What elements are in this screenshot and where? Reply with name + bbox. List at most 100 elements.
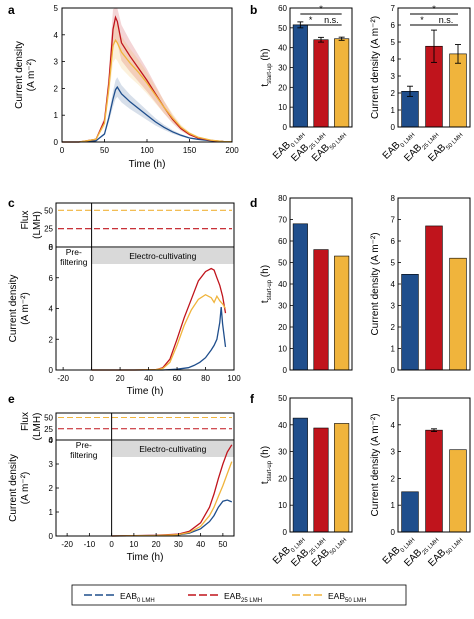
y-tick-label: 2 bbox=[54, 84, 59, 93]
panel-letter-a: a bbox=[8, 3, 15, 17]
y-tick-label: 1 bbox=[391, 106, 396, 115]
x-tick-label: 150 bbox=[183, 146, 197, 155]
y-axis-label: tstart-up (h) bbox=[260, 446, 273, 484]
y-tick-label: 1 bbox=[391, 501, 396, 510]
x-tick-label: 40 bbox=[196, 540, 205, 549]
flux-axis-label: Flux bbox=[20, 211, 31, 230]
axes-frame bbox=[55, 202, 235, 371]
y-tick-label: 20 bbox=[278, 83, 287, 92]
y-axis-label: Current density (A m⁻²) bbox=[370, 413, 381, 516]
legend: EAB0 LMH EAB25 LMH EAB50 LMH bbox=[71, 584, 407, 606]
significance-label: * bbox=[420, 15, 424, 25]
panel-c-chart: 0 25 50 Flux (LMH) Electro-cultivating Pre-fil… bbox=[8, 202, 241, 397]
phase-band bbox=[111, 441, 234, 457]
phase-label-electro: Electro-cultivating bbox=[139, 444, 206, 454]
x-tick-label: 80 bbox=[201, 374, 210, 383]
line-eab25 bbox=[62, 15, 233, 143]
y-tick-label: 80 bbox=[278, 194, 287, 203]
panel-a-chart: 0 50 100 150 200 0 1 2 3 4 5 Time (h) Current densit… bbox=[14, 4, 239, 170]
y-tick-label: 6 bbox=[391, 21, 396, 30]
y-tick-label: 0 bbox=[391, 528, 396, 537]
phase-label-pre: filtering bbox=[70, 450, 98, 460]
bar-0-lmh bbox=[401, 274, 419, 371]
y-tick-label: 40 bbox=[278, 421, 287, 430]
y-tick-label: 60 bbox=[278, 4, 287, 13]
panel-letter-b: b bbox=[250, 3, 257, 17]
axes-frame bbox=[397, 7, 471, 128]
x-tick-label: 0 bbox=[109, 540, 114, 549]
y-axis-label: Current density bbox=[8, 454, 19, 522]
y-tick-label: 3 bbox=[54, 58, 59, 67]
y-tick-label: 40 bbox=[278, 44, 287, 53]
x-tick-label: -10 bbox=[84, 540, 96, 549]
bar-50-lmh bbox=[449, 449, 467, 533]
bar-50-lmh bbox=[334, 255, 350, 371]
x-tick-label: -20 bbox=[57, 374, 69, 383]
x-tick-label: 10 bbox=[129, 540, 138, 549]
y-tick-label: 4 bbox=[49, 305, 54, 314]
panel-letter-e: e bbox=[8, 392, 15, 406]
y-tick-label: 4 bbox=[391, 55, 396, 64]
significance-label: * bbox=[432, 4, 436, 14]
x-tick-label: 50 bbox=[218, 540, 227, 549]
phase-label-pre: filtering bbox=[60, 257, 88, 267]
axes-frame bbox=[397, 397, 471, 533]
error-band-eab25 bbox=[62, 8, 232, 142]
bar-50-lmh bbox=[449, 53, 467, 128]
y-axis-label: Current density bbox=[8, 275, 19, 343]
panel-e-chart: 0 25 50 Flux (LMH) Electro-cultivating Pre-fil… bbox=[8, 412, 235, 563]
x-tick-label: 30 bbox=[174, 540, 183, 549]
y-tick-label: 7 bbox=[391, 216, 396, 225]
bar-25-lmh bbox=[425, 429, 443, 533]
significance-label: n.s. bbox=[439, 15, 454, 25]
y-axis-label: tstart-up (h) bbox=[260, 48, 273, 86]
y-tick-label: 20 bbox=[278, 323, 287, 332]
error-band-eab50 bbox=[62, 21, 232, 142]
x-tick-label: -20 bbox=[61, 540, 73, 549]
y-tick-label: 0 bbox=[391, 366, 396, 375]
line-eab0 bbox=[111, 499, 233, 537]
y-tick-label: 0 bbox=[283, 366, 288, 375]
y-tick-label: 20 bbox=[278, 474, 287, 483]
y-axis-label: Current density (A m⁻²) bbox=[370, 16, 381, 119]
bar-0-lmh bbox=[292, 223, 308, 371]
panel-d-chart: 0 10 20 30 40 50 60 70 80 tstart-up (h) 0 1 2 3 4 5 6 7 8 C… bbox=[260, 194, 471, 375]
y-axis-label-unit: (A m⁻²) bbox=[20, 472, 31, 505]
y-tick-label: 5 bbox=[54, 4, 59, 13]
y-tick-label: 30 bbox=[278, 64, 287, 73]
line-eab25 bbox=[111, 444, 233, 537]
phase-band bbox=[91, 248, 234, 264]
y-tick-label: 50 bbox=[278, 259, 287, 268]
bar-25-lmh bbox=[425, 225, 443, 371]
x-tick-label: 50 bbox=[100, 146, 109, 155]
significance-label: * bbox=[319, 4, 323, 14]
y-tick-label: 8 bbox=[391, 194, 396, 203]
y-tick-label: 5 bbox=[391, 394, 396, 403]
flux-axis-unit: (LMH) bbox=[32, 211, 43, 239]
y-tick-label: 3 bbox=[49, 460, 54, 469]
line-eab50 bbox=[62, 38, 233, 143]
y-axis-label: tstart-up (h) bbox=[260, 265, 273, 303]
flux-axis-unit: (LMH) bbox=[32, 413, 43, 441]
bar-50-lmh bbox=[334, 423, 350, 533]
axes-frame bbox=[55, 412, 235, 537]
legend-box bbox=[71, 584, 407, 606]
y-tick-label: 50 bbox=[278, 24, 287, 33]
y-tick-label: 50 bbox=[278, 394, 287, 403]
y-tick-label: 0 bbox=[49, 366, 54, 375]
flux-tick-label: 0 bbox=[49, 243, 54, 252]
flux-tick-label: 25 bbox=[44, 425, 53, 434]
line-eab0 bbox=[91, 306, 227, 371]
line-eab50 bbox=[111, 461, 233, 537]
bar-50-lmh bbox=[449, 257, 467, 371]
x-axis-label: Time (h) bbox=[129, 159, 166, 170]
y-tick-label: 0 bbox=[391, 123, 396, 132]
flux-tick-label: 50 bbox=[44, 414, 53, 423]
y-axis-label-unit: (A m⁻²) bbox=[26, 59, 37, 92]
x-tick-label: 0 bbox=[60, 146, 65, 155]
y-tick-label: 30 bbox=[278, 448, 287, 457]
legend-label-eab50: EAB50 LMH bbox=[328, 591, 366, 604]
y-tick-label: 40 bbox=[278, 280, 287, 289]
